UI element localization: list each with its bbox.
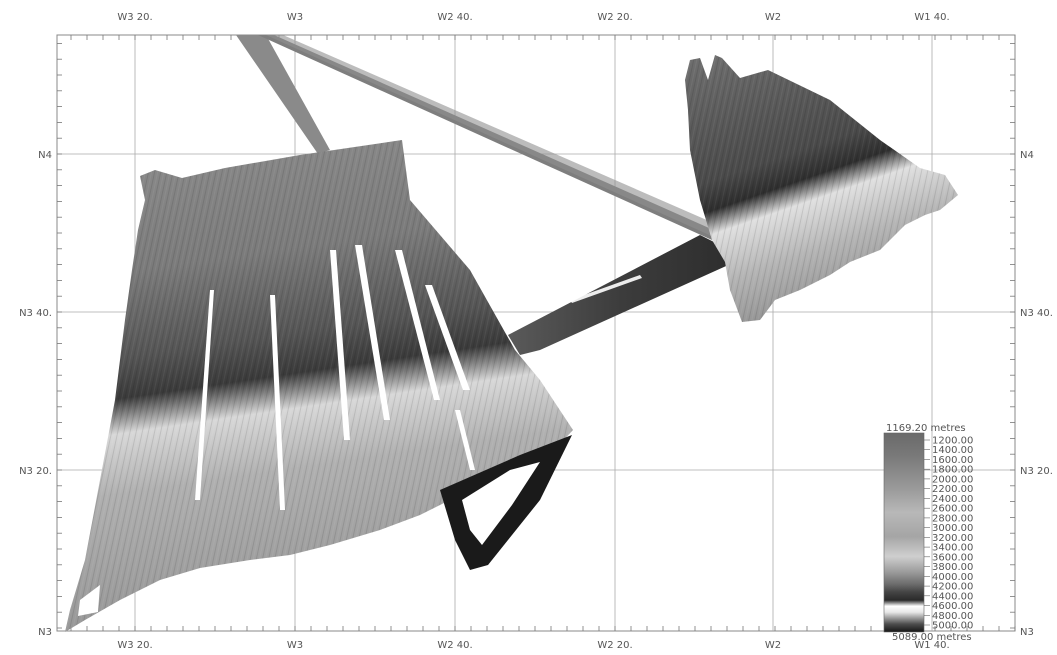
colorbar-tick-label: 3000.00: [932, 523, 973, 534]
colorbar-tick-label: 1200.00: [932, 436, 973, 447]
colorbar-tick-label: 3600.00: [932, 552, 973, 563]
lat-label: N3: [38, 627, 52, 638]
colorbar-max-label: 1169.20 metres: [886, 423, 966, 434]
lon-label: W1 40.: [914, 12, 949, 23]
lon-label: W2 20.: [597, 12, 632, 23]
lat-label: N3 20.: [1020, 466, 1053, 477]
colorbar-tick-label: 1600.00: [932, 455, 973, 466]
map-frame: [56, 34, 1016, 632]
colorbar-tick-label: 1800.00: [932, 465, 973, 476]
colorbar-tick-label: 3200.00: [932, 533, 973, 544]
colorbar-tick-label: 2400.00: [932, 494, 973, 505]
lon-label: W3: [287, 12, 303, 23]
lat-label: N3 40.: [1020, 308, 1053, 319]
longitude-labels-top: W3 20. W3 W2 40. W2 20. W2 W1 40.: [117, 12, 949, 23]
colorbar-tick-label: 2200.00: [932, 484, 973, 495]
colorbar-tick-label: 4000.00: [932, 572, 973, 583]
longitude-labels-bottom: W3 20. W3 W2 40. W2 20. W2 W1 40.: [117, 640, 949, 651]
lon-label: W1 40.: [914, 640, 949, 651]
colorbar-tick-label: 2600.00: [932, 504, 973, 515]
survey-tracks: [236, 35, 725, 240]
colorbar-tick-label: 4800.00: [932, 611, 973, 622]
colorbar-tick-label: 2800.00: [932, 513, 973, 524]
lat-label: N4: [1020, 150, 1034, 161]
lon-label: W3 20.: [117, 12, 152, 23]
lon-label: W2: [765, 640, 781, 651]
latitude-labels-left: N4 N3 40. N3 20. N3: [19, 150, 52, 638]
colorbar-min-label: 5089.00 metres: [892, 632, 972, 643]
lon-label: W2 20.: [597, 640, 632, 651]
colorbar-tick-label: 5000.00: [932, 621, 973, 632]
lon-label: W3 20.: [117, 640, 152, 651]
depth-colorbar: 1169.20 metres 5089.00 metres 1200.00140…: [883, 423, 973, 643]
colorbar-tick-label: 3400.00: [932, 543, 973, 554]
colorbar-tick-label: 1400.00: [932, 445, 973, 456]
colorbar-tick-label: 4400.00: [932, 591, 973, 602]
lon-label: W2 40.: [437, 12, 472, 23]
lat-label: N4: [38, 150, 52, 161]
lat-label: N3 20.: [19, 466, 52, 477]
colorbar-tick-label: 3800.00: [932, 562, 973, 573]
colorbar-tick-label: 4600.00: [932, 601, 973, 612]
main-swath: [65, 140, 573, 632]
colorbar-ticks: 1200.001400.001600.001800.002000.002200.…: [924, 436, 973, 632]
connector-swath: [508, 235, 735, 355]
colorbar-tick-label: 2000.00: [932, 474, 973, 485]
latitude-labels-right: N4 N3 40. N3 20. N3: [1020, 150, 1053, 638]
lat-label: N3 40.: [19, 308, 52, 319]
lat-label: N3: [1020, 627, 1034, 638]
colorbar-gradient: [883, 432, 925, 633]
frame-ticks: [57, 35, 1016, 631]
lon-label: W2 40.: [437, 640, 472, 651]
colorbar-tick-label: 4200.00: [932, 582, 973, 593]
lon-label: W2: [765, 12, 781, 23]
lon-label: W3: [287, 640, 303, 651]
right-swath: [685, 55, 958, 322]
